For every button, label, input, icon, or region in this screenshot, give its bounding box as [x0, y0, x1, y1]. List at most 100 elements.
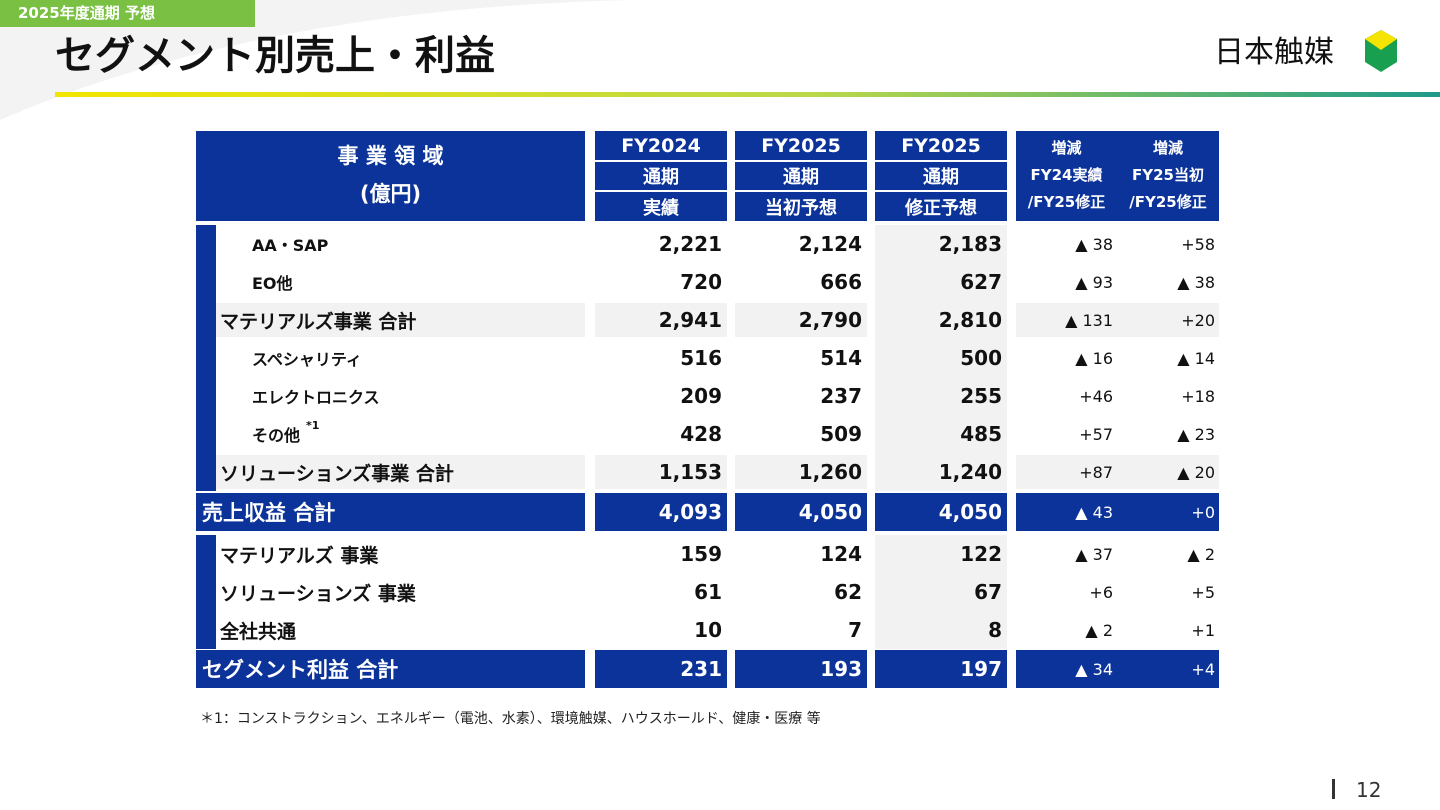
total-cell — [595, 493, 727, 531]
subtotal-cell — [1016, 303, 1219, 337]
cell-value: ▲ 34 — [1075, 659, 1113, 679]
col3-shade — [875, 535, 1007, 649]
cell-value: 4,050 — [798, 500, 862, 524]
cell-value: ▲ 38 — [1177, 272, 1215, 292]
header-cell — [735, 131, 867, 160]
cell-value: +18 — [1181, 386, 1215, 406]
row-label: セグメント利益 合計 — [202, 658, 399, 682]
row-label: 売上収益 合計 — [202, 501, 336, 525]
header-text: FY25当初 — [1132, 165, 1204, 184]
logo: 日本触媒 — [1214, 35, 1334, 70]
subtotal-cell — [595, 303, 727, 337]
subtotal-row — [216, 455, 585, 489]
cell-value: +0 — [1191, 502, 1215, 522]
row-label: マテリアルズ事業 合計 — [220, 310, 417, 333]
header-label: 事 業 領 域 — [337, 144, 444, 168]
cell-value: 193 — [820, 657, 862, 681]
cell-value: ▲ 20 — [1177, 462, 1215, 482]
cell-value: +1 — [1191, 620, 1215, 640]
subtotal-cell — [595, 455, 727, 489]
cell-value: 2,941 — [658, 308, 722, 332]
cell-value: ▲ 131 — [1065, 310, 1113, 330]
header-text: /FY25修正 — [1027, 192, 1106, 211]
tag-box: 2025年度通期 予想 — [0, 0, 255, 27]
cell-value: 2,221 — [658, 232, 722, 256]
cell-value: 231 — [680, 657, 722, 681]
header-cell — [735, 192, 867, 221]
header-label: (億円) — [359, 182, 422, 206]
cell-value: ▲ 38 — [1075, 234, 1113, 254]
cell-value: 720 — [680, 270, 722, 294]
header-cell — [1117, 131, 1219, 221]
page-number: 12 — [1356, 778, 1382, 802]
title: セグメント別売上・利益 — [55, 33, 495, 79]
header-cell — [595, 131, 727, 160]
cell-value: 1,240 — [938, 460, 1002, 484]
cell-value: +6 — [1089, 582, 1113, 602]
col3-shade — [875, 225, 1007, 491]
cell-value: 124 — [820, 542, 862, 566]
cell-value: 2,183 — [938, 232, 1002, 256]
cell-value: 255 — [960, 384, 1002, 408]
tag: 2025年度通期 予想 — [18, 4, 155, 22]
cell-value: +58 — [1181, 234, 1215, 254]
subtotal-cell — [735, 303, 867, 337]
cell-value: ▲ 37 — [1075, 544, 1113, 564]
cell-value: 209 — [680, 384, 722, 408]
header-text: /FY25修正 — [1129, 192, 1207, 211]
header-text: FY2024 — [621, 134, 701, 157]
header-text: FY2025 — [761, 134, 841, 157]
header-text: FY2025 — [901, 134, 981, 157]
cell-value: 61 — [694, 580, 722, 604]
cell-value: ▲ 23 — [1177, 424, 1215, 444]
header-cell — [595, 162, 727, 190]
side-bar — [196, 535, 216, 649]
cell-value: ▲ 2 — [1187, 544, 1215, 564]
header-text: 通期 — [643, 167, 679, 188]
row-label: ソリューションズ 事業 — [220, 582, 416, 605]
header-cell — [875, 192, 1007, 221]
row-label: その他 — [252, 426, 301, 445]
total-cell — [875, 650, 1007, 688]
cell-value: 1,260 — [798, 460, 862, 484]
cell-value: ▲ 14 — [1177, 348, 1215, 368]
cell-value: +5 — [1191, 582, 1215, 602]
total-row — [196, 493, 585, 531]
total-cell — [875, 493, 1007, 531]
header-cell — [735, 162, 867, 190]
header-text: 当初予想 — [765, 197, 837, 219]
cell-value: ▲ 43 — [1075, 502, 1113, 522]
total-cell — [595, 650, 727, 688]
cell-value: 2,810 — [938, 308, 1002, 332]
subtotal-cell — [735, 455, 867, 489]
cell-value: ▲ 16 — [1075, 348, 1113, 368]
header-text: 通期 — [783, 167, 819, 188]
header-cell — [196, 131, 585, 221]
row-label: エレクトロニクス — [252, 388, 380, 407]
cell-value: ▲ 2 — [1085, 620, 1113, 640]
cell-value: 197 — [960, 657, 1002, 681]
footnote: ＊1：コンストラクション、エネルギー（電池、水素）、環境触媒、ハウスホールド、健… — [200, 711, 821, 727]
cell-value: 8 — [988, 618, 1002, 642]
cell-value: 2,790 — [798, 308, 862, 332]
side-bar — [196, 225, 216, 491]
header-cell — [875, 131, 1007, 160]
footnote-marker: *1 — [306, 419, 320, 432]
subtotal-row — [216, 303, 585, 337]
header-text: 実績 — [643, 197, 679, 219]
cell-value: 237 — [820, 384, 862, 408]
row-label: EO他 — [252, 274, 293, 293]
row-label: スペシャリティ — [252, 350, 362, 369]
cell-value: 10 — [694, 618, 722, 642]
cell-value: +4 — [1191, 659, 1215, 679]
row-label: 全社共通 — [220, 620, 297, 643]
header-text: 修正予想 — [905, 197, 977, 219]
header-cell — [875, 162, 1007, 190]
total-cell — [735, 650, 867, 688]
subtotal-cell — [1016, 455, 1219, 489]
header-text: 増減 — [1152, 138, 1183, 157]
cell-value: +20 — [1181, 310, 1215, 330]
cell-value: 627 — [960, 270, 1002, 294]
